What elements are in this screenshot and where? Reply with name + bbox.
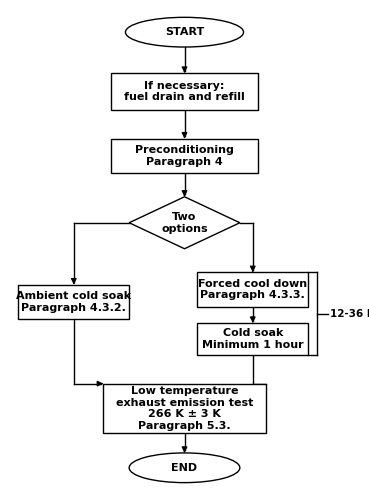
- Polygon shape: [129, 197, 240, 248]
- Bar: [111, 73, 258, 110]
- Ellipse shape: [129, 453, 240, 483]
- Text: Preconditioning
Paragraph 4: Preconditioning Paragraph 4: [135, 145, 234, 167]
- Text: Cold soak
Minimum 1 hour: Cold soak Minimum 1 hour: [202, 328, 304, 350]
- Bar: [197, 323, 308, 355]
- Text: Ambient cold soak
Paragraph 4.3.2.: Ambient cold soak Paragraph 4.3.2.: [16, 291, 131, 313]
- Text: END: END: [172, 463, 197, 473]
- Bar: [197, 272, 308, 307]
- Text: START: START: [165, 27, 204, 37]
- Text: 12-36 h: 12-36 h: [330, 309, 369, 319]
- Ellipse shape: [125, 17, 244, 47]
- Text: Forced cool down
Paragraph 4.3.3.: Forced cool down Paragraph 4.3.3.: [198, 279, 307, 300]
- Bar: [18, 285, 129, 319]
- Text: If necessary:
fuel drain and refill: If necessary: fuel drain and refill: [124, 81, 245, 102]
- Text: Low temperature
exhaust emission test
266 K ± 3 K
Paragraph 5.3.: Low temperature exhaust emission test 26…: [116, 386, 253, 431]
- Bar: [111, 139, 258, 173]
- Text: Two
options: Two options: [161, 212, 208, 234]
- Bar: [103, 384, 266, 433]
